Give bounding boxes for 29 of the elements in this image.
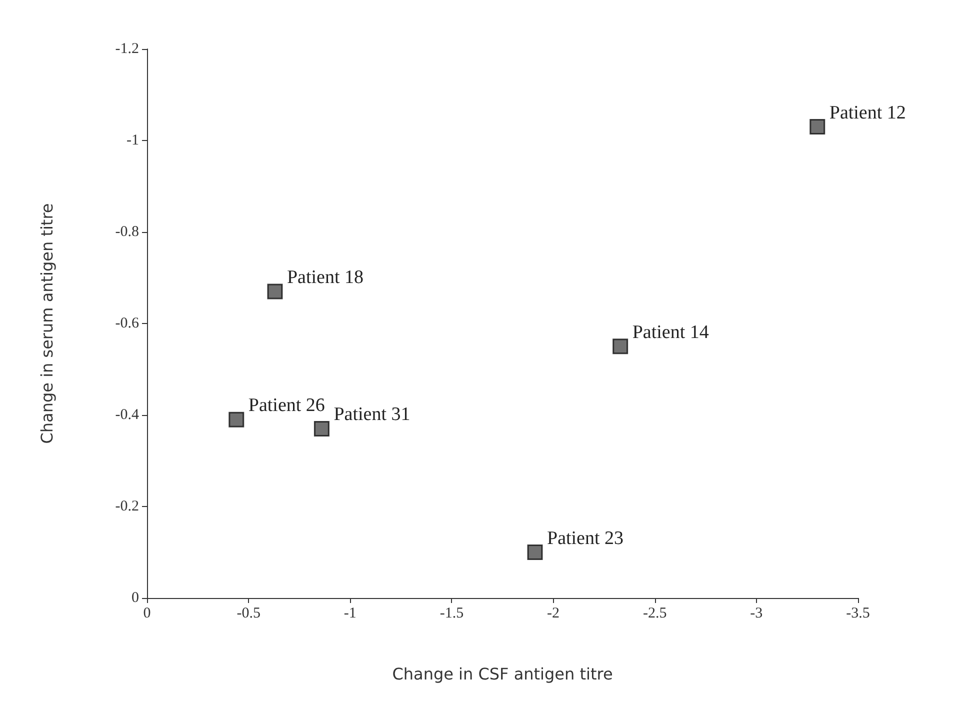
x-tick-label: 0 — [143, 606, 151, 622]
x-axis-title: Change in CSF antigen titre — [392, 664, 613, 684]
annotation: Patient 23 — [547, 528, 624, 549]
annotation: Patient 18 — [286, 266, 364, 288]
y-axis-title: Change in serum antigen titre — [38, 203, 56, 444]
annotation: Patient 26 — [248, 395, 325, 416]
y-tick-label: -0.4 — [115, 407, 140, 423]
x-tick-label: -2.5 — [642, 606, 667, 622]
point — [810, 119, 826, 135]
point — [527, 544, 543, 560]
y-tick-label: 0 — [132, 590, 139, 606]
y-tick-label: -0.2 — [115, 498, 139, 514]
x-tick-label: -1 — [344, 606, 356, 622]
point — [267, 284, 283, 300]
x-tick-label: -1.5 — [440, 606, 464, 622]
x-tick-label: -2 — [547, 606, 560, 622]
annotation: Patient 31 — [334, 404, 410, 426]
point — [314, 420, 330, 436]
y-tick-label: -1.2 — [115, 41, 139, 57]
y-tick-label: -0.6 — [115, 316, 140, 332]
y-tick-label: -1 — [126, 132, 139, 148]
x-tick-label: -0.5 — [236, 606, 260, 622]
x-tick-label: -3 — [750, 606, 763, 622]
annotation: Patient 14 — [632, 322, 710, 343]
x-tick-label: -3.5 — [846, 606, 870, 622]
point — [612, 338, 628, 354]
y-tick-label: -0.8 — [115, 224, 139, 240]
point — [228, 412, 244, 428]
annotation: Patient 12 — [829, 102, 906, 124]
